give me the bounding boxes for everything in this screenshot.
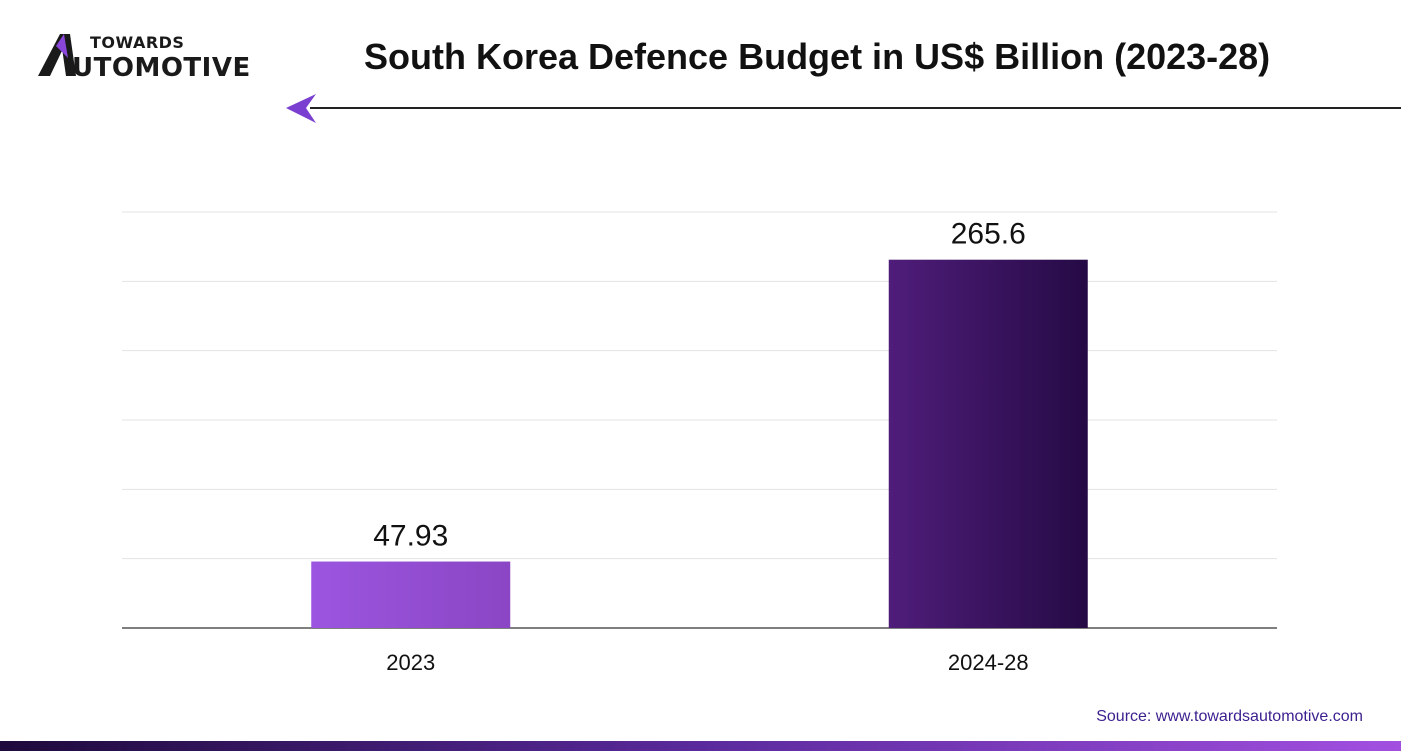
data-label: 265.6 [951,218,1026,251]
x-tick-label: 2023 [386,650,435,675]
data-label: 47.93 [373,520,448,553]
labels: 47.93 2023 265.6 2024-28 [373,218,1028,675]
bar-2023 [311,561,511,628]
logo-top-text: TOWARDS [90,33,185,52]
page-title: South Korea Defence Budget in US$ Billio… [364,36,1271,77]
header-divider [310,107,1401,109]
a-monogram-icon [38,34,76,76]
grid-lines [122,211,1277,629]
bars [311,259,1088,628]
source-note: Source: www.towardsautomotive.com [1096,708,1363,725]
x-tick-label: 2024-28 [948,650,1029,675]
bar-2024-28 [888,259,1088,628]
logo-bottom-text: UTOMOTIVE [72,53,251,83]
footer-bar [0,741,1401,751]
left-arrow-icon [286,94,316,123]
brand-logo: TOWARDS UTOMOTIVE [36,32,286,83]
